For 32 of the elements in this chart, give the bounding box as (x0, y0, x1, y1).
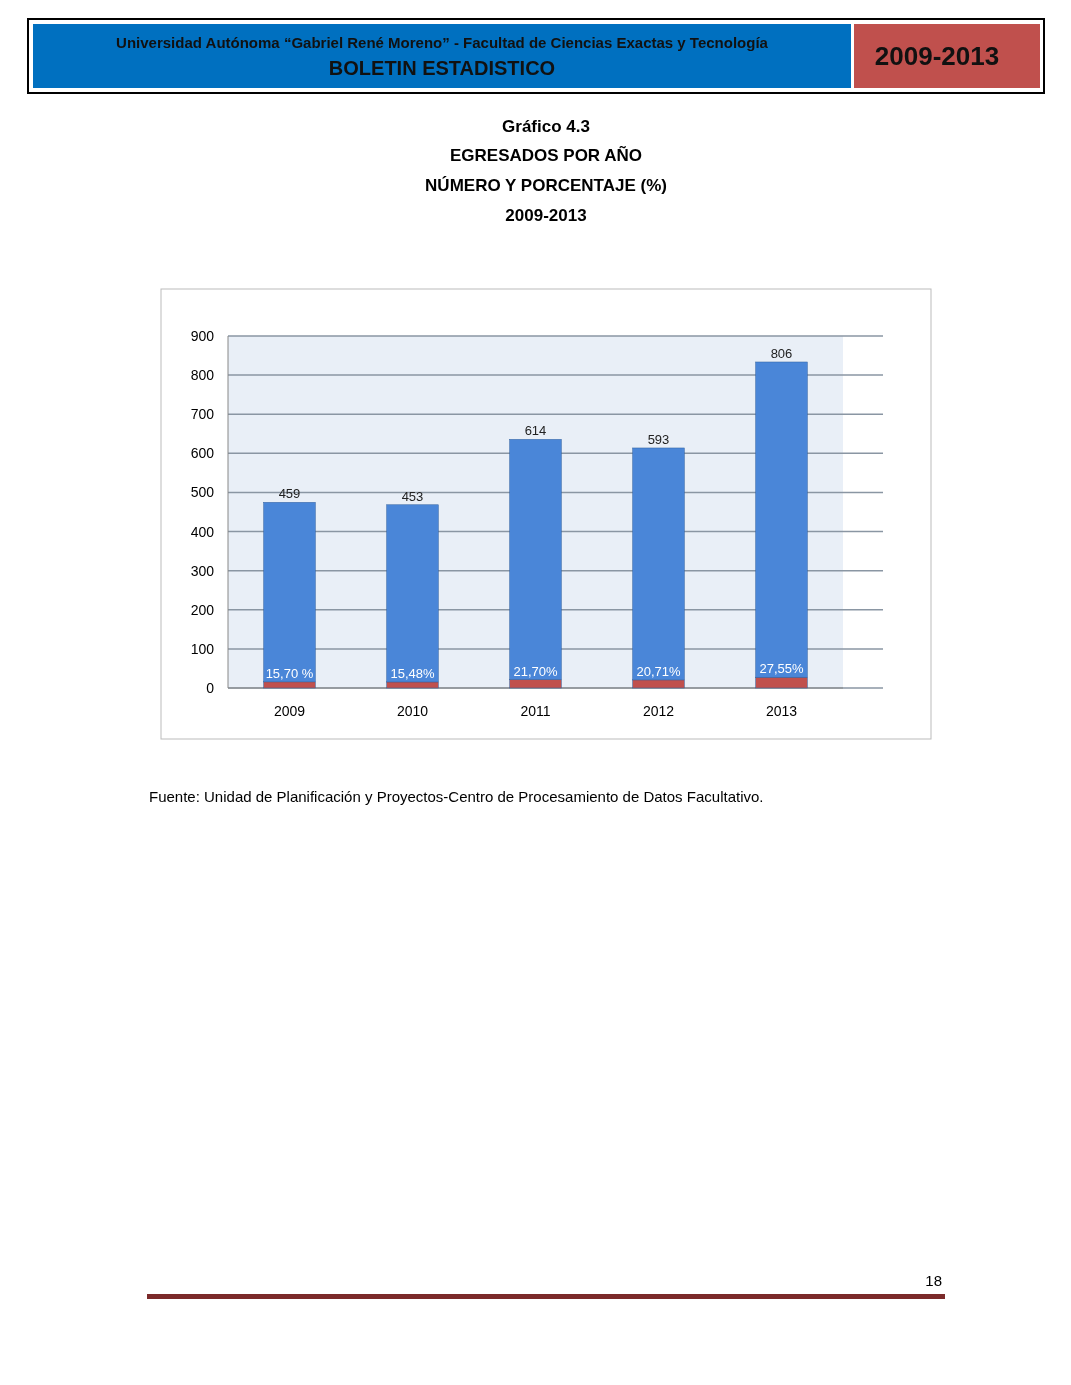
text: 18 (925, 1272, 942, 1289)
y-tick-label: 100 (190, 640, 215, 657)
x-tick-label: 2011 (520, 703, 551, 719)
chart-title: Gráfico 4.3 (502, 117, 590, 136)
text: BOLETIN ESTADISTICO (328, 57, 556, 79)
chart-subtitle: EGRESADOS POR AÑO NÚMERO Y PORCENTAJE (%) 2009-2013 (425, 145, 667, 225)
data-label: 593 (647, 431, 670, 447)
data-label: 806 (770, 345, 793, 361)
x-tick-label: 2009 (273, 703, 306, 719)
y-tick-label: 800 (190, 367, 215, 384)
data-label: 21,70% (513, 663, 558, 679)
y-tick-label: 300 (190, 562, 215, 579)
source-note: Fuente: Unidad de Planificación y Proyectos-Centro de Procesamiento de Datos Facultativo. (149, 788, 764, 805)
y-tick-label: 200 (190, 601, 215, 618)
data-label: 459 (278, 486, 301, 502)
y-tick-label: 400 (190, 523, 215, 540)
text: Universidad Autónoma “Gabriel René Moreno” - Facultad de Ciencias Exactas y Tecnología (116, 34, 769, 51)
data-label: 15,48% (390, 665, 435, 681)
data-label: 453 (401, 488, 424, 504)
y-tick-label: 500 (190, 484, 215, 501)
data-label: 27,55% (759, 661, 804, 677)
y-tick-label: 0 (206, 680, 215, 696)
data-label: 15,70 % (265, 665, 314, 681)
x-tick-label: 2013 (765, 703, 798, 719)
x-tick-label: 2010 (396, 703, 429, 719)
data-label: 614 (524, 423, 547, 439)
y-tick-label: 600 (190, 445, 215, 462)
y-tick-label: 900 (190, 328, 215, 344)
text: 2009-2013 (874, 41, 1000, 71)
x-tick-label: 2012 (642, 703, 675, 719)
data-label: 20,71% (636, 663, 681, 679)
y-tick-label: 700 (190, 406, 215, 423)
